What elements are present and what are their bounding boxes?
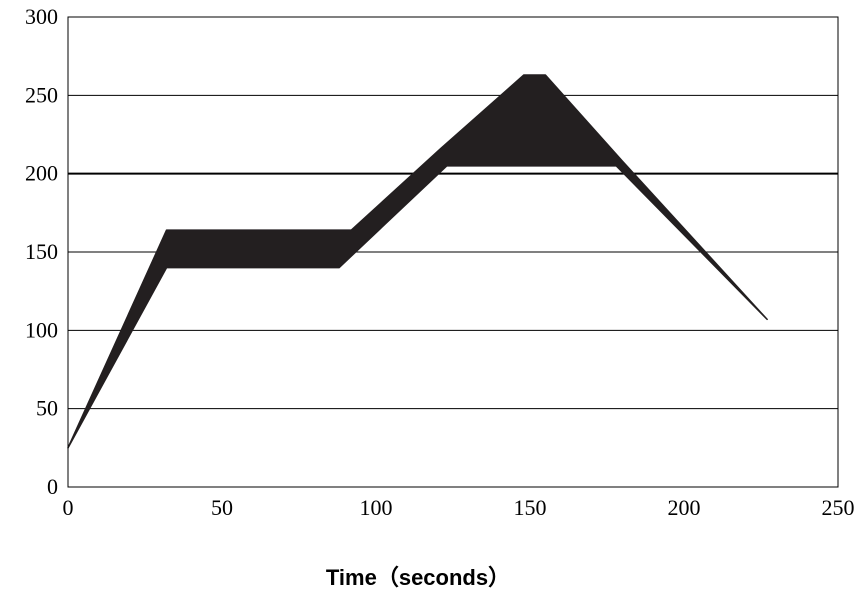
x-tick-label: 200 [668, 495, 701, 520]
y-tick-label: 50 [36, 396, 58, 421]
x-tick-label: 150 [514, 495, 547, 520]
x-tick-label: 50 [211, 495, 233, 520]
x-axis-label: Time（seconds） [326, 565, 510, 590]
plot-frame [67, 16, 839, 488]
x-axis-ticks: 0 50 100 150 200 250 [63, 495, 855, 520]
x-tick-label: 250 [822, 495, 855, 520]
y-axis-ticks: 0 50 100 150 200 250 300 [25, 4, 58, 499]
y-tick-label: 250 [25, 82, 58, 107]
y-tick-label: 200 [25, 161, 58, 186]
y-tick-label: 150 [25, 239, 58, 264]
y-tick-label: 100 [25, 317, 58, 342]
area-band-0 [67, 74, 768, 449]
x-tick-label: 0 [63, 495, 74, 520]
x-tick-label: 100 [360, 495, 393, 520]
y-tick-label: 300 [25, 4, 58, 29]
y-tick-label: 0 [47, 474, 58, 499]
plot-area [67, 74, 768, 449]
